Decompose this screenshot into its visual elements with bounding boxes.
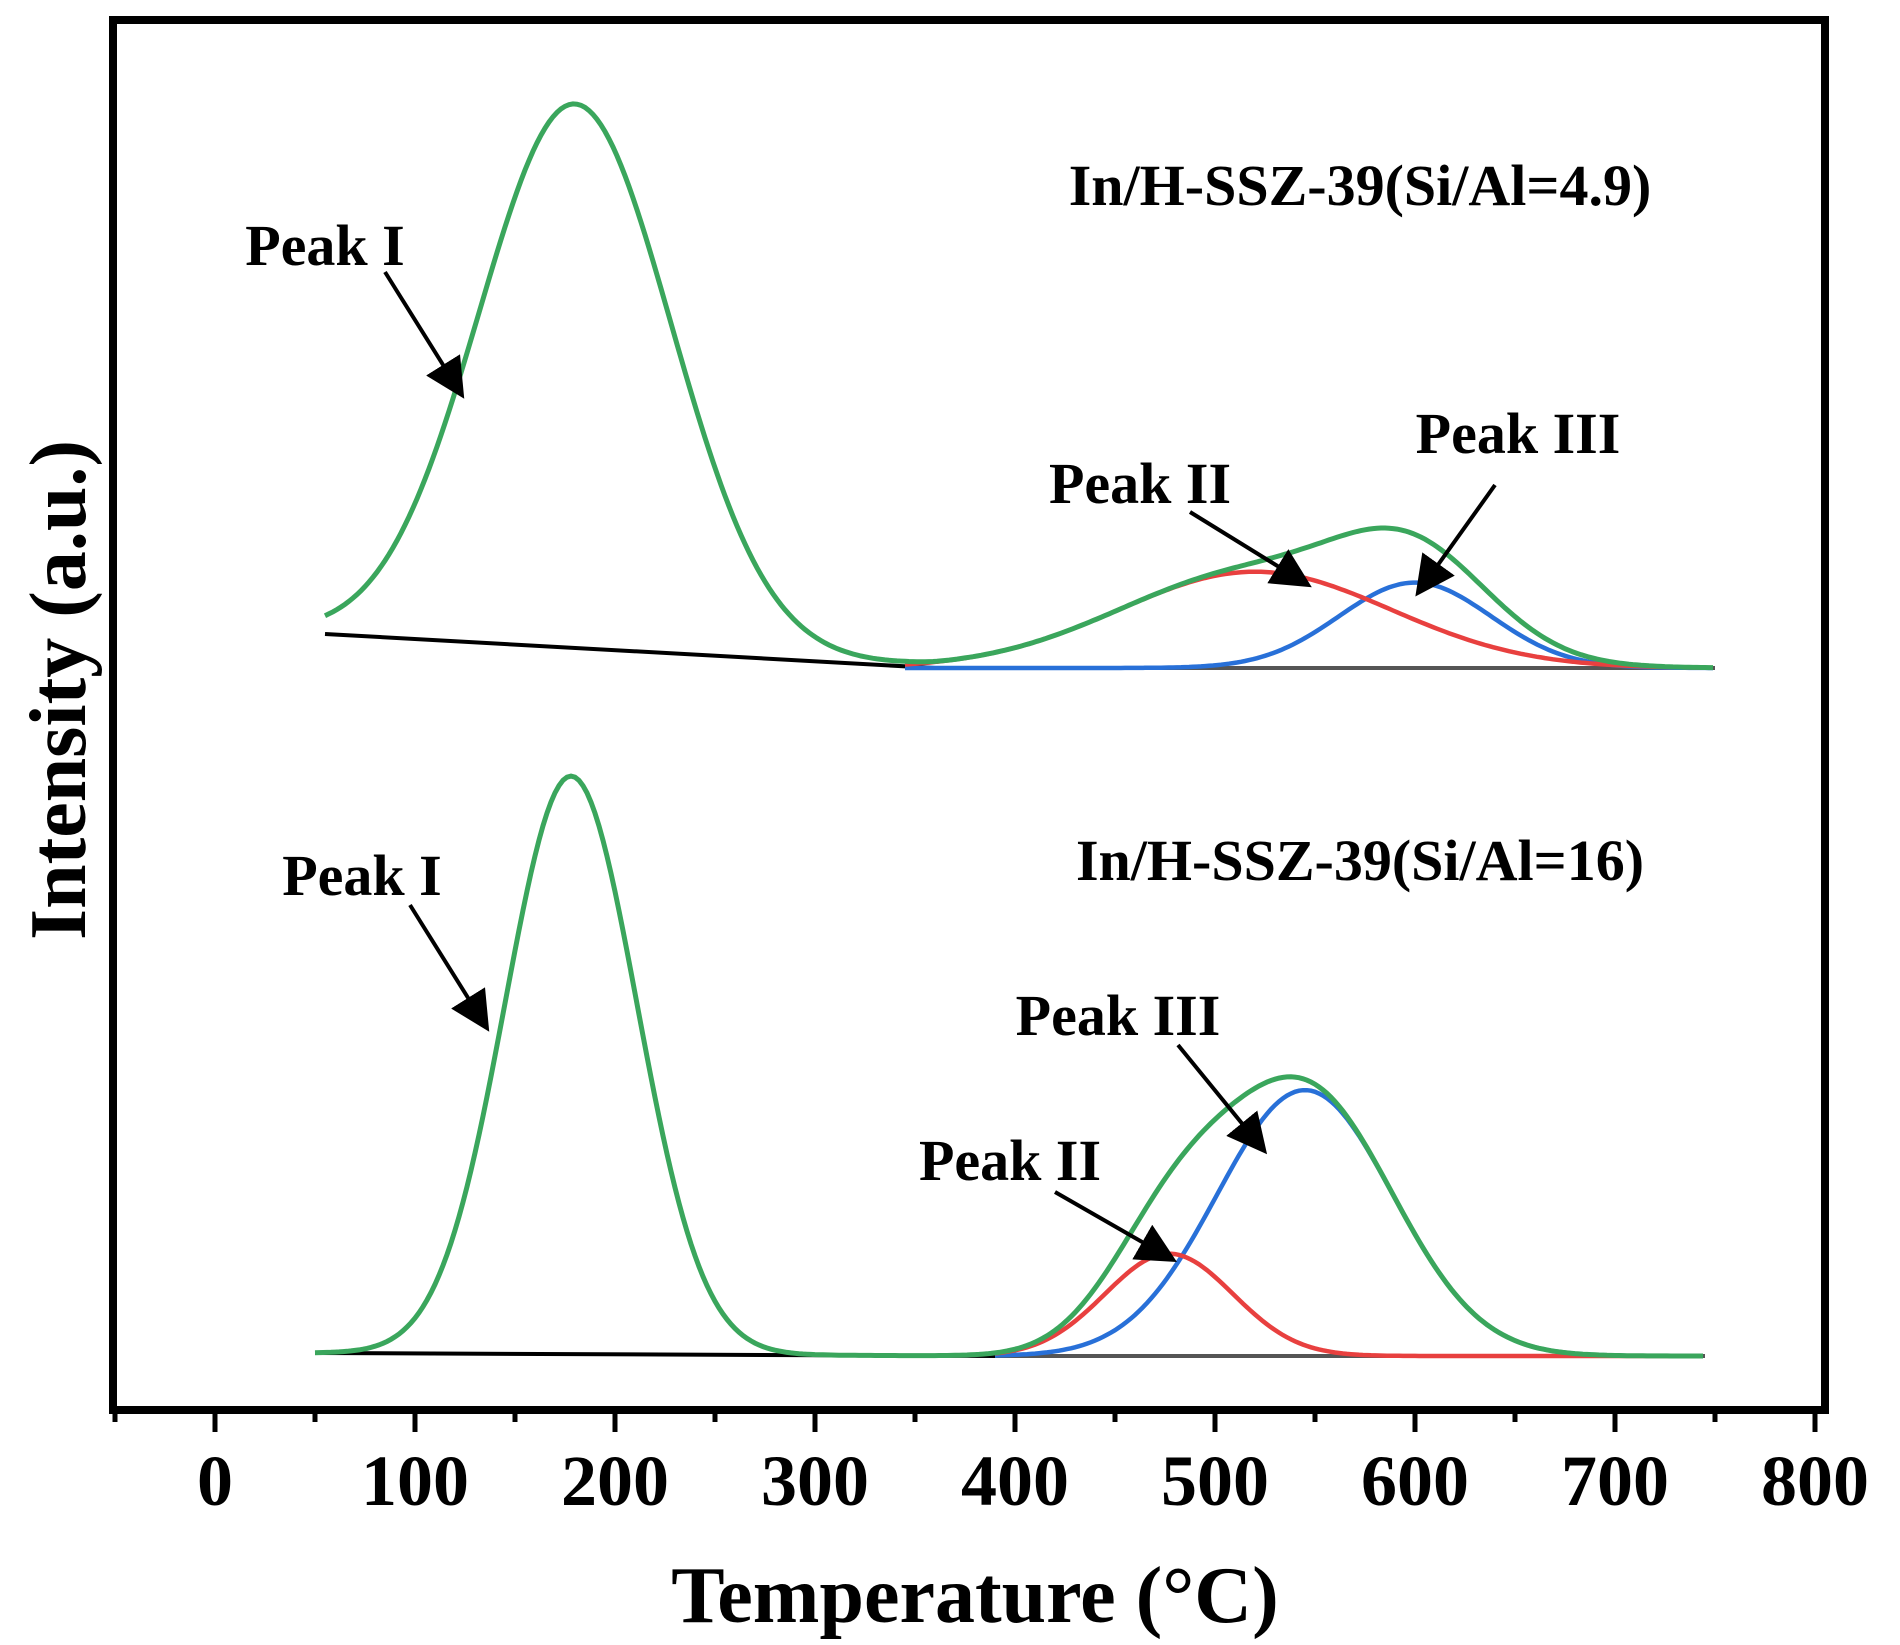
x-tick-label: 100: [361, 1441, 469, 1521]
peak-label-top-1: Peak I: [245, 213, 405, 278]
x-axis-title: Temperature (°C): [671, 1552, 1278, 1640]
peak-II-fit-2: [994, 1251, 1703, 1359]
peak-label-top-2: Peak II: [1049, 451, 1231, 516]
baseline-fit-1: [324, 632, 936, 670]
arrow-bottom-peak1: [408, 903, 490, 1032]
x-tick-label: 500: [1161, 1441, 1269, 1521]
x-tick-label: 400: [961, 1441, 1069, 1521]
x-tick-label: 700: [1561, 1441, 1669, 1521]
x-axis: 0 100 200 300 400 500 600 700 800: [112, 1410, 1869, 1521]
arrow-bottom-peak2: [1054, 1190, 1177, 1262]
peak-III-fit-1: [905, 580, 1713, 671]
sample-label-bottom: In/H-SSZ-39(Si/Al=16): [1076, 828, 1644, 893]
y-axis-title: Intensity (a.u.): [15, 440, 103, 940]
sample-label-top: In/H-SSZ-39(Si/Al=4.9): [1069, 153, 1652, 218]
envelope-curve-2: [314, 773, 1703, 1359]
annotations-layer: In/H-SSZ-39(Si/Al=4.9) Peak I Peak II Pe…: [245, 153, 1652, 1262]
x-tick-label: 300: [761, 1441, 869, 1521]
plot-frame: [109, 16, 1829, 1414]
curves-layer: [314, 101, 1715, 1359]
peak-label-bottom-1: Peak I: [282, 843, 442, 908]
arrow-top-peak3: [1415, 483, 1497, 597]
arrow-bottom-peak3: [1176, 1043, 1268, 1155]
peak-II-fit-1: [904, 569, 1714, 670]
x-tick-label: 800: [1761, 1441, 1869, 1521]
peak-III-fit-2: [994, 1087, 1703, 1359]
peak-label-bottom-2: Peak II: [919, 1128, 1101, 1193]
arrow-top-peak1: [383, 270, 465, 399]
peak-label-bottom-3: Peak III: [1016, 983, 1221, 1048]
arrow-top-peak2: [1188, 510, 1312, 588]
envelope-curve-1: [323, 101, 1713, 671]
x-tick-label: 0: [197, 1441, 233, 1521]
x-tick-label: 600: [1361, 1441, 1469, 1521]
peak-label-top-3: Peak III: [1416, 401, 1621, 466]
x-tick-label: 200: [561, 1441, 669, 1521]
